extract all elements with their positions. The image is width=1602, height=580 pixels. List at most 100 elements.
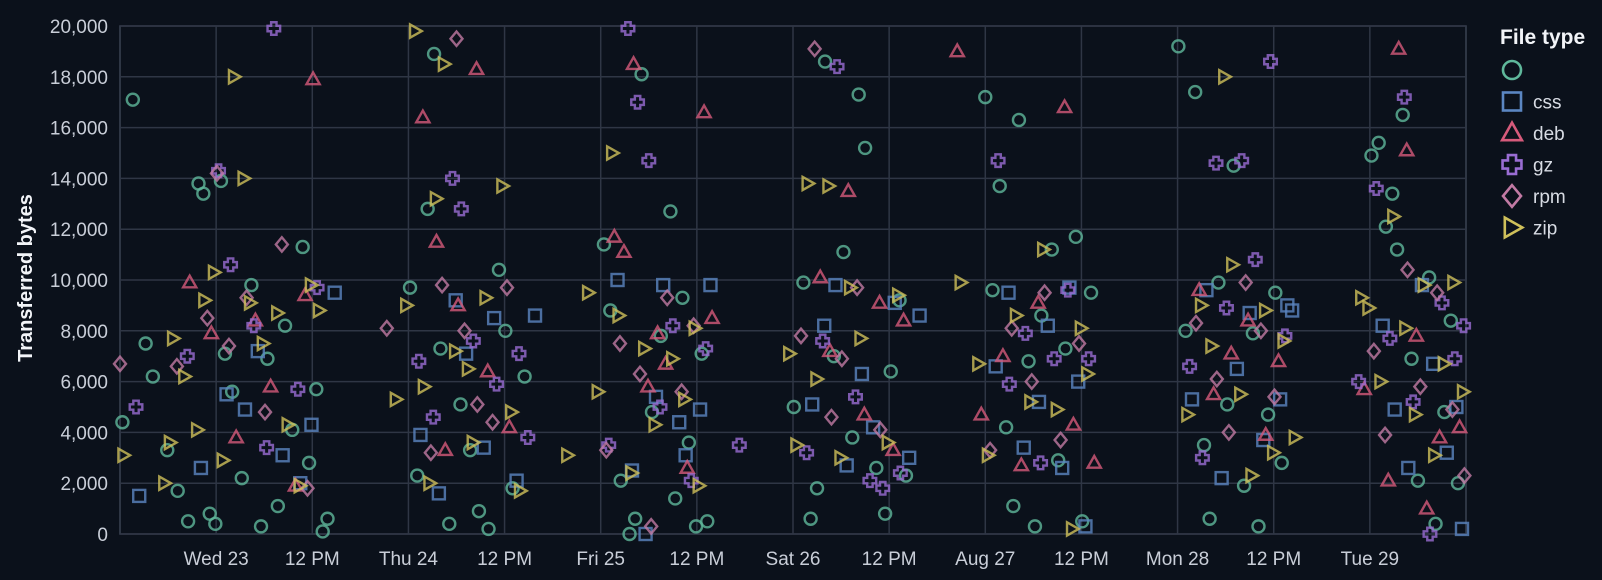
point-deb xyxy=(1222,344,1240,360)
point-deb xyxy=(1418,499,1436,515)
point-zip xyxy=(1362,299,1378,317)
point-zip xyxy=(1266,444,1283,462)
point-css xyxy=(1401,460,1416,476)
point-deb xyxy=(821,341,839,358)
legend-marker-none xyxy=(1501,59,1523,81)
point-rpm xyxy=(1004,319,1020,338)
x-tick-label: 12 PM xyxy=(285,549,340,570)
point-zip xyxy=(513,482,530,500)
point-zip xyxy=(981,446,998,464)
point-deb xyxy=(972,405,990,421)
point-css xyxy=(1454,521,1470,537)
point-none xyxy=(622,526,637,542)
point-deb xyxy=(994,346,1012,363)
point-zip xyxy=(801,174,817,193)
point-rpm xyxy=(484,413,501,432)
point-rpm xyxy=(423,443,439,462)
point-none xyxy=(663,204,678,219)
point-none xyxy=(145,369,161,384)
point-zip xyxy=(178,367,194,386)
point-zip xyxy=(881,433,897,452)
point-rpm xyxy=(1221,423,1237,442)
point-zip xyxy=(1374,372,1390,391)
point-zip xyxy=(271,304,287,322)
point-none xyxy=(1211,275,1226,290)
point-zip xyxy=(117,446,133,464)
point-none xyxy=(700,514,715,529)
point-rpm xyxy=(659,288,675,307)
point-rpm xyxy=(674,382,690,401)
point-css xyxy=(1054,460,1070,476)
point-deb xyxy=(678,458,696,474)
point-zip xyxy=(1205,337,1221,355)
point-zip xyxy=(810,370,826,388)
point-gz xyxy=(489,376,505,392)
point-css xyxy=(1214,470,1229,486)
point-zip xyxy=(834,449,850,467)
point-gz xyxy=(520,429,536,445)
point-css xyxy=(1031,394,1047,410)
point-deb xyxy=(296,285,314,302)
point-none xyxy=(1236,478,1252,493)
x-tick-label: 12 PM xyxy=(862,549,917,570)
point-deb xyxy=(1190,280,1208,297)
point-none xyxy=(234,470,249,486)
point-deb xyxy=(479,362,497,378)
point-zip xyxy=(692,477,708,495)
point-gz xyxy=(425,409,441,425)
point-none xyxy=(462,442,478,458)
point-zip xyxy=(678,390,694,409)
point-deb xyxy=(1430,428,1449,444)
point-none xyxy=(1027,519,1043,534)
point-deb xyxy=(500,417,519,434)
point-zip xyxy=(496,177,512,195)
point-rpm xyxy=(1071,334,1087,353)
point-deb xyxy=(1055,97,1074,114)
point-gz xyxy=(411,353,427,369)
point-zip xyxy=(891,286,908,304)
point-css xyxy=(304,417,319,432)
point-css xyxy=(887,295,902,311)
point-deb xyxy=(414,108,432,124)
legend-marker-rpm xyxy=(1501,183,1523,209)
point-css xyxy=(237,402,253,417)
y-tick-label: 14,000 xyxy=(50,169,108,190)
point-gz xyxy=(847,389,863,405)
point-gz xyxy=(1182,358,1198,374)
point-zip xyxy=(281,416,297,434)
legend-label-rpm: rpm xyxy=(1533,187,1566,208)
data-points xyxy=(112,21,1473,542)
point-css xyxy=(672,415,687,430)
point-none xyxy=(998,420,1014,435)
point-css xyxy=(901,450,917,465)
point-gz xyxy=(990,153,1006,169)
point-deb xyxy=(1085,453,1103,469)
point-css xyxy=(692,402,708,417)
point-zip xyxy=(243,294,260,312)
point-none xyxy=(1083,285,1099,300)
point-none xyxy=(498,323,513,338)
point-rpm xyxy=(1399,260,1416,279)
point-deb xyxy=(202,323,220,340)
point-gz xyxy=(1382,330,1398,346)
x-tick-label: 12 PM xyxy=(477,549,532,570)
point-none xyxy=(160,442,175,458)
y-tick-label: 12,000 xyxy=(50,220,108,241)
point-deb xyxy=(648,323,667,340)
point-zip xyxy=(408,22,425,40)
point-zip xyxy=(1447,273,1463,292)
point-deb xyxy=(894,311,913,327)
point-zip xyxy=(1234,385,1250,403)
point-css xyxy=(703,277,718,293)
point-rpm xyxy=(112,354,128,373)
point-gz xyxy=(1447,351,1463,367)
point-deb xyxy=(1257,425,1275,441)
point-zip xyxy=(163,433,180,452)
point-gz xyxy=(1017,325,1033,341)
y-tick-label: 0 xyxy=(97,525,108,546)
point-deb xyxy=(1269,351,1288,368)
point-none xyxy=(675,290,690,305)
legend-marker-deb xyxy=(1499,120,1525,142)
point-gz xyxy=(1351,374,1367,390)
